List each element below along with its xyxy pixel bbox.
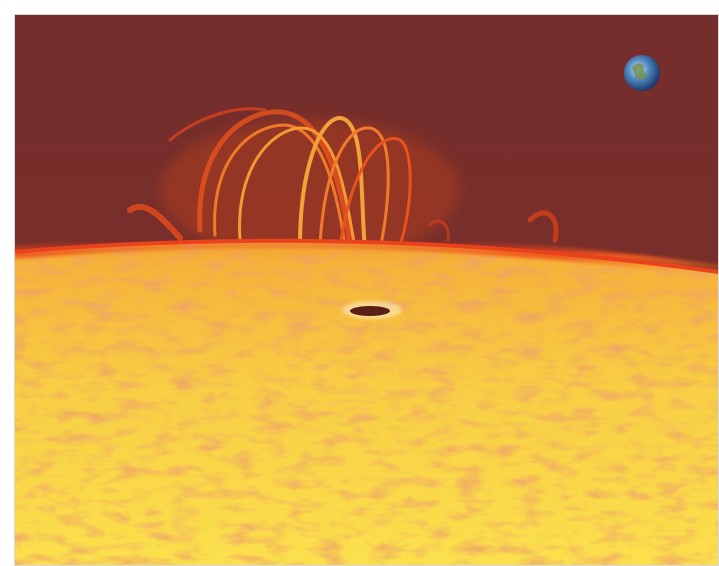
sun-surface [14,240,719,566]
limb-edge [14,238,719,274]
sunspot [350,306,390,316]
prominence-loops [127,107,559,252]
earth-land [632,63,648,80]
image [14,14,719,566]
